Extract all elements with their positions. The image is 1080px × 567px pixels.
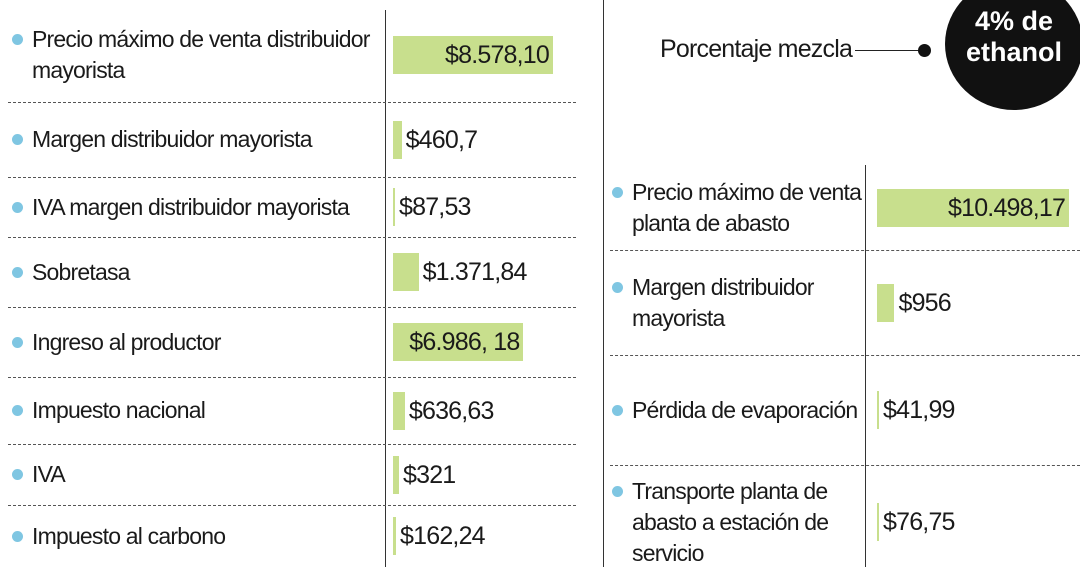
value-label: $1.371,84 [422, 258, 528, 286]
bar [393, 455, 399, 494]
value-label: $162,24 [400, 522, 486, 550]
bullet [612, 186, 623, 198]
value-label: $956 [898, 288, 951, 317]
panel-divider [603, 0, 604, 567]
bar [393, 391, 405, 430]
bullet [12, 266, 23, 278]
bullet [612, 404, 623, 416]
badge-text: 4% de ethanol [965, 6, 1062, 67]
column-divider [385, 10, 386, 567]
bullet [12, 336, 23, 348]
bar [393, 120, 402, 159]
row-divider [8, 444, 576, 445]
category-label: IVA margen distribuidor mayorista [32, 193, 350, 220]
value-label: $41,99 [883, 396, 955, 424]
row-divider [8, 177, 576, 178]
row-divider [8, 377, 576, 378]
row-divider [610, 465, 1080, 466]
bar [877, 503, 879, 541]
badge [945, 0, 1080, 110]
bullet [12, 469, 23, 480]
bullet [12, 530, 23, 542]
bar [877, 283, 895, 322]
bullet [12, 134, 23, 145]
bullet [612, 485, 623, 497]
value-label: $87,53 [399, 193, 471, 221]
bullet [12, 201, 23, 213]
category-label: Pérdida de evaporación [632, 396, 858, 423]
connector [855, 50, 930, 51]
value-label: $636,63 [408, 396, 495, 425]
row-divider [610, 355, 1080, 356]
bullet [612, 281, 623, 293]
row-divider [8, 102, 576, 103]
category-label: Margen distribuidor mayorista [32, 126, 313, 152]
bar [877, 391, 879, 429]
bar [877, 188, 1069, 227]
row-divider [610, 250, 1080, 251]
category-label: Precio máximo de venta planta de abasto [632, 178, 862, 236]
category-label: IVA [32, 461, 66, 487]
bar [393, 253, 419, 291]
column-divider [865, 165, 866, 567]
category-label: Sobretasa [32, 258, 130, 285]
category-label: Transporte planta de abasto a estación d… [632, 477, 829, 566]
bar [393, 323, 524, 361]
category-label: Precio máximo de venta distribuidor mayo… [32, 26, 370, 83]
category-label: Impuesto al carbono [32, 522, 226, 549]
bullet [12, 405, 23, 416]
annotation: Porcentaje mezcla [660, 35, 853, 63]
bar [393, 36, 553, 74]
bar [393, 517, 397, 555]
row-divider [8, 307, 576, 308]
value-label: $321 [402, 460, 456, 489]
category-label: Impuesto nacional [32, 397, 206, 423]
value-label: $8.578,10 [445, 41, 550, 69]
category-label: Ingreso al productor [32, 328, 221, 355]
connector-dot [918, 44, 931, 57]
bullet [12, 34, 23, 45]
value-label: $10.498,17 [948, 193, 1066, 222]
row-divider [8, 505, 576, 506]
value-label: $76,75 [883, 508, 955, 536]
category-label: Margen distribuidor mayorista [632, 273, 814, 331]
row-divider [8, 237, 576, 238]
value-label: $460,7 [405, 125, 478, 154]
value-label: $6.986, 18 [409, 328, 520, 356]
bar [393, 188, 395, 226]
